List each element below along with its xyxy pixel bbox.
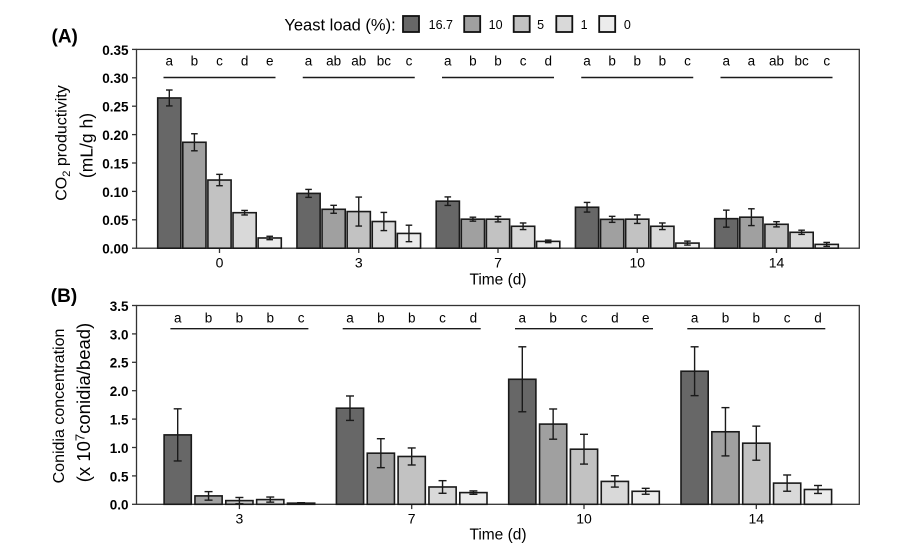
svg-text:c: c bbox=[520, 54, 527, 69]
svg-text:1.0: 1.0 bbox=[110, 441, 129, 456]
svg-text:d: d bbox=[611, 311, 619, 326]
svg-text:a: a bbox=[305, 54, 313, 69]
svg-text:0.00: 0.00 bbox=[102, 242, 128, 257]
svg-text:b: b bbox=[753, 311, 761, 326]
svg-text:3: 3 bbox=[355, 255, 363, 271]
svg-text:2.0: 2.0 bbox=[110, 384, 129, 399]
svg-text:ab: ab bbox=[769, 54, 784, 69]
svg-text:c: c bbox=[406, 54, 413, 69]
svg-text:c: c bbox=[581, 311, 588, 326]
svg-text:b: b bbox=[722, 311, 730, 326]
svg-text:7: 7 bbox=[408, 510, 416, 526]
svg-text:b: b bbox=[494, 54, 502, 69]
svg-text:0.10: 0.10 bbox=[102, 185, 128, 200]
svg-text:a: a bbox=[583, 54, 591, 69]
svg-text:a: a bbox=[346, 311, 354, 326]
svg-text:Time (d): Time (d) bbox=[469, 527, 526, 544]
svg-text:(mL/g h): (mL/g h) bbox=[76, 113, 96, 178]
svg-text:a: a bbox=[519, 311, 527, 326]
svg-text:0.5: 0.5 bbox=[110, 469, 129, 484]
svg-text:d: d bbox=[470, 311, 478, 326]
svg-text:3: 3 bbox=[236, 510, 244, 526]
svg-text:b: b bbox=[408, 311, 416, 326]
svg-text:Conidia concentration: Conidia concentration bbox=[51, 329, 68, 484]
svg-text:a: a bbox=[166, 54, 174, 69]
svg-text:1.5: 1.5 bbox=[110, 413, 129, 428]
svg-text:16.7: 16.7 bbox=[429, 18, 453, 32]
svg-text:ab: ab bbox=[351, 54, 366, 69]
svg-text:0.30: 0.30 bbox=[102, 71, 128, 86]
svg-text:0.0: 0.0 bbox=[110, 498, 129, 513]
svg-text:b: b bbox=[608, 54, 616, 69]
svg-text:b: b bbox=[266, 311, 274, 326]
svg-text:3.5: 3.5 bbox=[110, 299, 129, 314]
svg-text:c: c bbox=[216, 54, 223, 69]
svg-text:0.20: 0.20 bbox=[102, 128, 128, 143]
svg-text:b: b bbox=[549, 311, 557, 326]
svg-text:a: a bbox=[174, 311, 182, 326]
svg-text:d: d bbox=[544, 54, 552, 69]
svg-text:(B): (B) bbox=[51, 286, 77, 307]
svg-text:0.15: 0.15 bbox=[102, 156, 129, 171]
svg-text:(x 107conidia/bead): (x 107conidia/bead) bbox=[72, 323, 94, 482]
svg-text:0.35: 0.35 bbox=[102, 43, 129, 58]
svg-text:Yeast load (%):: Yeast load (%): bbox=[284, 17, 395, 35]
svg-text:7: 7 bbox=[494, 255, 502, 271]
svg-text:e: e bbox=[642, 311, 650, 326]
svg-text:10: 10 bbox=[489, 18, 503, 32]
svg-text:c: c bbox=[784, 311, 791, 326]
svg-text:10: 10 bbox=[576, 510, 592, 526]
svg-text:0.05: 0.05 bbox=[102, 213, 129, 228]
svg-text:(A): (A) bbox=[52, 27, 78, 48]
svg-text:bc: bc bbox=[377, 54, 392, 69]
svg-text:b: b bbox=[469, 54, 477, 69]
svg-text:a: a bbox=[748, 54, 756, 69]
svg-text:CO2 productivity: CO2 productivity bbox=[53, 85, 73, 201]
svg-text:c: c bbox=[298, 311, 305, 326]
svg-text:3.0: 3.0 bbox=[110, 327, 129, 342]
svg-text:2.5: 2.5 bbox=[110, 356, 129, 371]
svg-text:10: 10 bbox=[629, 255, 645, 271]
svg-text:b: b bbox=[659, 54, 667, 69]
svg-text:5: 5 bbox=[537, 18, 544, 32]
svg-text:b: b bbox=[236, 311, 244, 326]
svg-text:e: e bbox=[266, 54, 274, 69]
svg-text:b: b bbox=[377, 311, 385, 326]
svg-text:b: b bbox=[191, 54, 199, 69]
svg-text:bc: bc bbox=[794, 54, 809, 69]
svg-text:ab: ab bbox=[326, 54, 341, 69]
svg-text:c: c bbox=[684, 54, 691, 69]
svg-text:c: c bbox=[439, 311, 446, 326]
svg-text:0.25: 0.25 bbox=[102, 100, 129, 115]
svg-text:1: 1 bbox=[581, 18, 588, 32]
svg-text:0: 0 bbox=[216, 255, 224, 271]
svg-text:d: d bbox=[241, 54, 249, 69]
svg-text:14: 14 bbox=[749, 510, 765, 526]
svg-text:d: d bbox=[814, 311, 822, 326]
svg-text:0: 0 bbox=[624, 18, 631, 32]
svg-text:Time (d): Time (d) bbox=[469, 272, 526, 289]
svg-text:b: b bbox=[633, 54, 641, 69]
svg-text:14: 14 bbox=[769, 255, 785, 271]
svg-text:c: c bbox=[823, 54, 830, 69]
svg-text:a: a bbox=[723, 54, 731, 69]
svg-text:a: a bbox=[691, 311, 699, 326]
svg-text:b: b bbox=[205, 311, 213, 326]
svg-text:a: a bbox=[444, 54, 452, 69]
